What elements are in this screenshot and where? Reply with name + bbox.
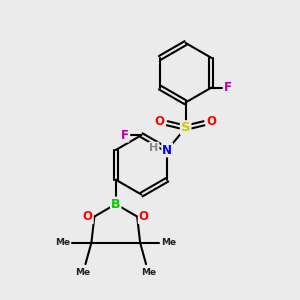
Text: B: B (111, 198, 121, 211)
Text: Me: Me (141, 268, 156, 277)
Text: H: H (149, 142, 158, 153)
Text: F: F (121, 129, 129, 142)
Text: Me: Me (161, 238, 176, 247)
Text: N: N (162, 143, 172, 157)
Text: F: F (224, 81, 232, 94)
Text: O: O (83, 210, 93, 223)
Text: O: O (206, 115, 217, 128)
Text: Me: Me (76, 268, 91, 277)
Text: O: O (139, 210, 149, 223)
Text: O: O (155, 115, 165, 128)
Text: S: S (181, 121, 190, 134)
Text: Me: Me (55, 238, 70, 247)
